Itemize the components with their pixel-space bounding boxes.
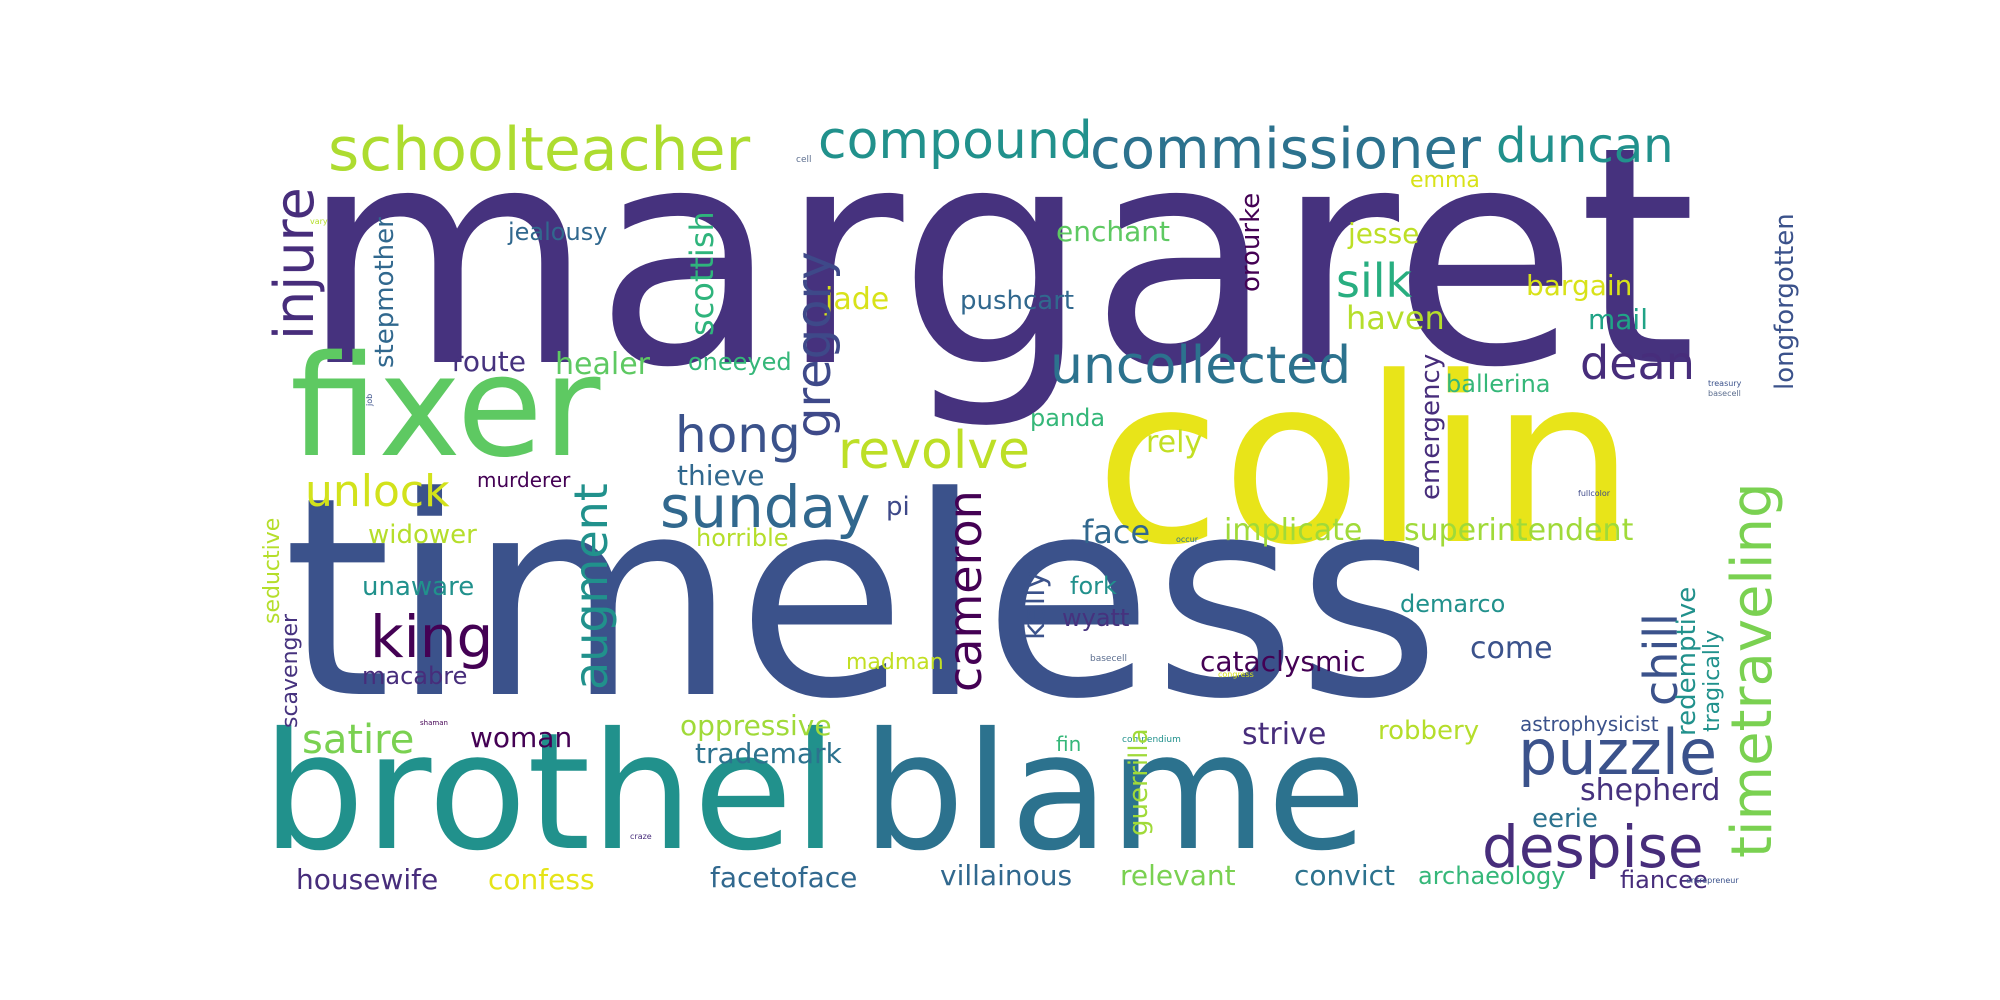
word-fullcolor: fullcolor xyxy=(1578,489,1611,498)
word-route: route xyxy=(452,345,526,378)
word-job: job xyxy=(365,393,374,406)
word-archaeology: archaeology xyxy=(1418,862,1566,890)
word-treasury: treasury xyxy=(1708,379,1742,388)
word-occur: occur xyxy=(1176,535,1199,544)
word-come: come xyxy=(1470,631,1553,666)
word-relevant: relevant xyxy=(1120,859,1236,892)
word-uncollected: uncollected xyxy=(1050,336,1352,396)
word-horrible: horrible xyxy=(696,524,789,552)
word-superintendent: superintendent xyxy=(1404,513,1634,548)
word-fin: fin xyxy=(1056,732,1082,756)
word-hong: hong xyxy=(675,406,801,464)
word-unlock: unlock xyxy=(305,466,450,517)
word-murderer: murderer xyxy=(477,468,571,492)
word-convict: convict xyxy=(1294,859,1395,892)
word-kelly: kelly xyxy=(1017,570,1052,640)
word-vary: vary xyxy=(310,217,328,226)
word-panda: panda xyxy=(1030,404,1106,432)
word-colin: colin xyxy=(1095,329,1636,596)
word-strive: strive xyxy=(1242,717,1327,752)
word-revolve: revolve xyxy=(838,421,1031,481)
word-king: king xyxy=(370,603,494,671)
word-scavenger: scavenger xyxy=(278,613,303,728)
word-gregory: gregory xyxy=(786,251,842,438)
word-margaret: margaret xyxy=(300,83,1697,434)
word-timetraveling: timetraveling xyxy=(1720,482,1785,858)
word-guerrilla: guerrilla xyxy=(1124,728,1154,836)
word-commissioner: commissioner xyxy=(1090,117,1481,182)
word-redemptive: redemptive xyxy=(1672,586,1702,736)
word-compound: compound xyxy=(818,111,1093,171)
word-confess: confess xyxy=(488,863,595,896)
word-facetoface: facetoface xyxy=(710,861,858,894)
word-tragically: tragically xyxy=(1700,629,1725,732)
word-longforgotten: longforgotten xyxy=(1770,213,1800,390)
word-oneeyed: oneeyed xyxy=(688,348,792,376)
word-entrepreneur: entrepreneur xyxy=(1686,876,1739,885)
word-schoolteacher: schoolteacher xyxy=(328,115,751,185)
word-implicate: implicate xyxy=(1224,513,1363,548)
word-shaman: shaman xyxy=(420,719,448,727)
word-madman: madman xyxy=(846,650,944,675)
word-duncan: duncan xyxy=(1496,118,1674,174)
word-unaware: unaware xyxy=(362,572,475,602)
word-injure: injure xyxy=(263,187,326,340)
word-robbery: robbery xyxy=(1378,716,1480,746)
word-augment: augment xyxy=(564,483,618,690)
word-astrophysicist: astrophysicist xyxy=(1520,712,1659,736)
word-wyatt: wyatt xyxy=(1062,604,1130,632)
word-macabre: macabre xyxy=(362,662,468,690)
word-timeless: timeless xyxy=(283,439,1441,760)
word-cameron: cameron xyxy=(938,490,992,692)
word-healer: healer xyxy=(555,347,650,382)
word-emma: emma xyxy=(1410,168,1480,193)
word-face: face xyxy=(1082,513,1151,551)
word-fiancee: fiancee xyxy=(1620,866,1708,894)
word-fixer: fixer xyxy=(290,326,601,489)
word-eerie: eerie xyxy=(1532,804,1598,834)
word-enchant: enchant xyxy=(1056,215,1170,248)
word-widower: widower xyxy=(368,520,477,550)
word-housewife: housewife xyxy=(296,863,439,896)
word-compendium: compendium xyxy=(1122,735,1181,745)
word-shepherd: shepherd xyxy=(1580,773,1721,808)
word-mail: mail xyxy=(1588,303,1648,336)
word-satire: satire xyxy=(302,717,415,763)
word-dean: dean xyxy=(1580,336,1695,390)
word-basecell: basecell xyxy=(1090,654,1127,664)
word-pi: pi xyxy=(886,492,910,522)
word-stepmother: stepmother xyxy=(370,217,400,368)
word-haven: haven xyxy=(1346,299,1445,337)
word-villainous: villainous xyxy=(940,859,1073,892)
word-silk: silk xyxy=(1336,254,1413,308)
word-basecell-right: basecell xyxy=(1708,389,1741,398)
word-despise: despise xyxy=(1482,813,1704,881)
word-orourke: orourke xyxy=(1236,192,1266,292)
word-demarco: demarco xyxy=(1400,590,1506,618)
word-fork: fork xyxy=(1070,572,1117,600)
word-blame: blame xyxy=(862,699,1367,887)
word-pushcart: pushcart xyxy=(960,286,1075,316)
word-rely: rely xyxy=(1146,425,1203,460)
word-jesse: jesse xyxy=(1348,217,1420,250)
word-cataclysmic: cataclysmic xyxy=(1200,645,1366,678)
word-brothel: brothel xyxy=(262,699,838,887)
word-jade: jade xyxy=(825,282,890,317)
word-seductive: seductive xyxy=(260,517,285,624)
word-sunday: sunday xyxy=(660,473,871,541)
word-craze: craze xyxy=(630,832,652,841)
word-oppressive: oppressive xyxy=(680,709,832,742)
word-puzzle: puzzle xyxy=(1518,716,1718,789)
word-ballerina: ballerina xyxy=(1446,370,1551,398)
word-scottish: scottish xyxy=(683,211,721,336)
word-emergency: emergency xyxy=(1416,353,1446,500)
word-cell: cell xyxy=(796,155,812,165)
word-congress: congress xyxy=(1218,670,1254,679)
word-jealousy: jealousy xyxy=(508,218,608,246)
word-trademark: trademark xyxy=(695,737,842,770)
word-thieve: thieve xyxy=(677,459,765,492)
word-bargain: bargain xyxy=(1526,269,1633,302)
word-woman: woman xyxy=(470,721,573,754)
